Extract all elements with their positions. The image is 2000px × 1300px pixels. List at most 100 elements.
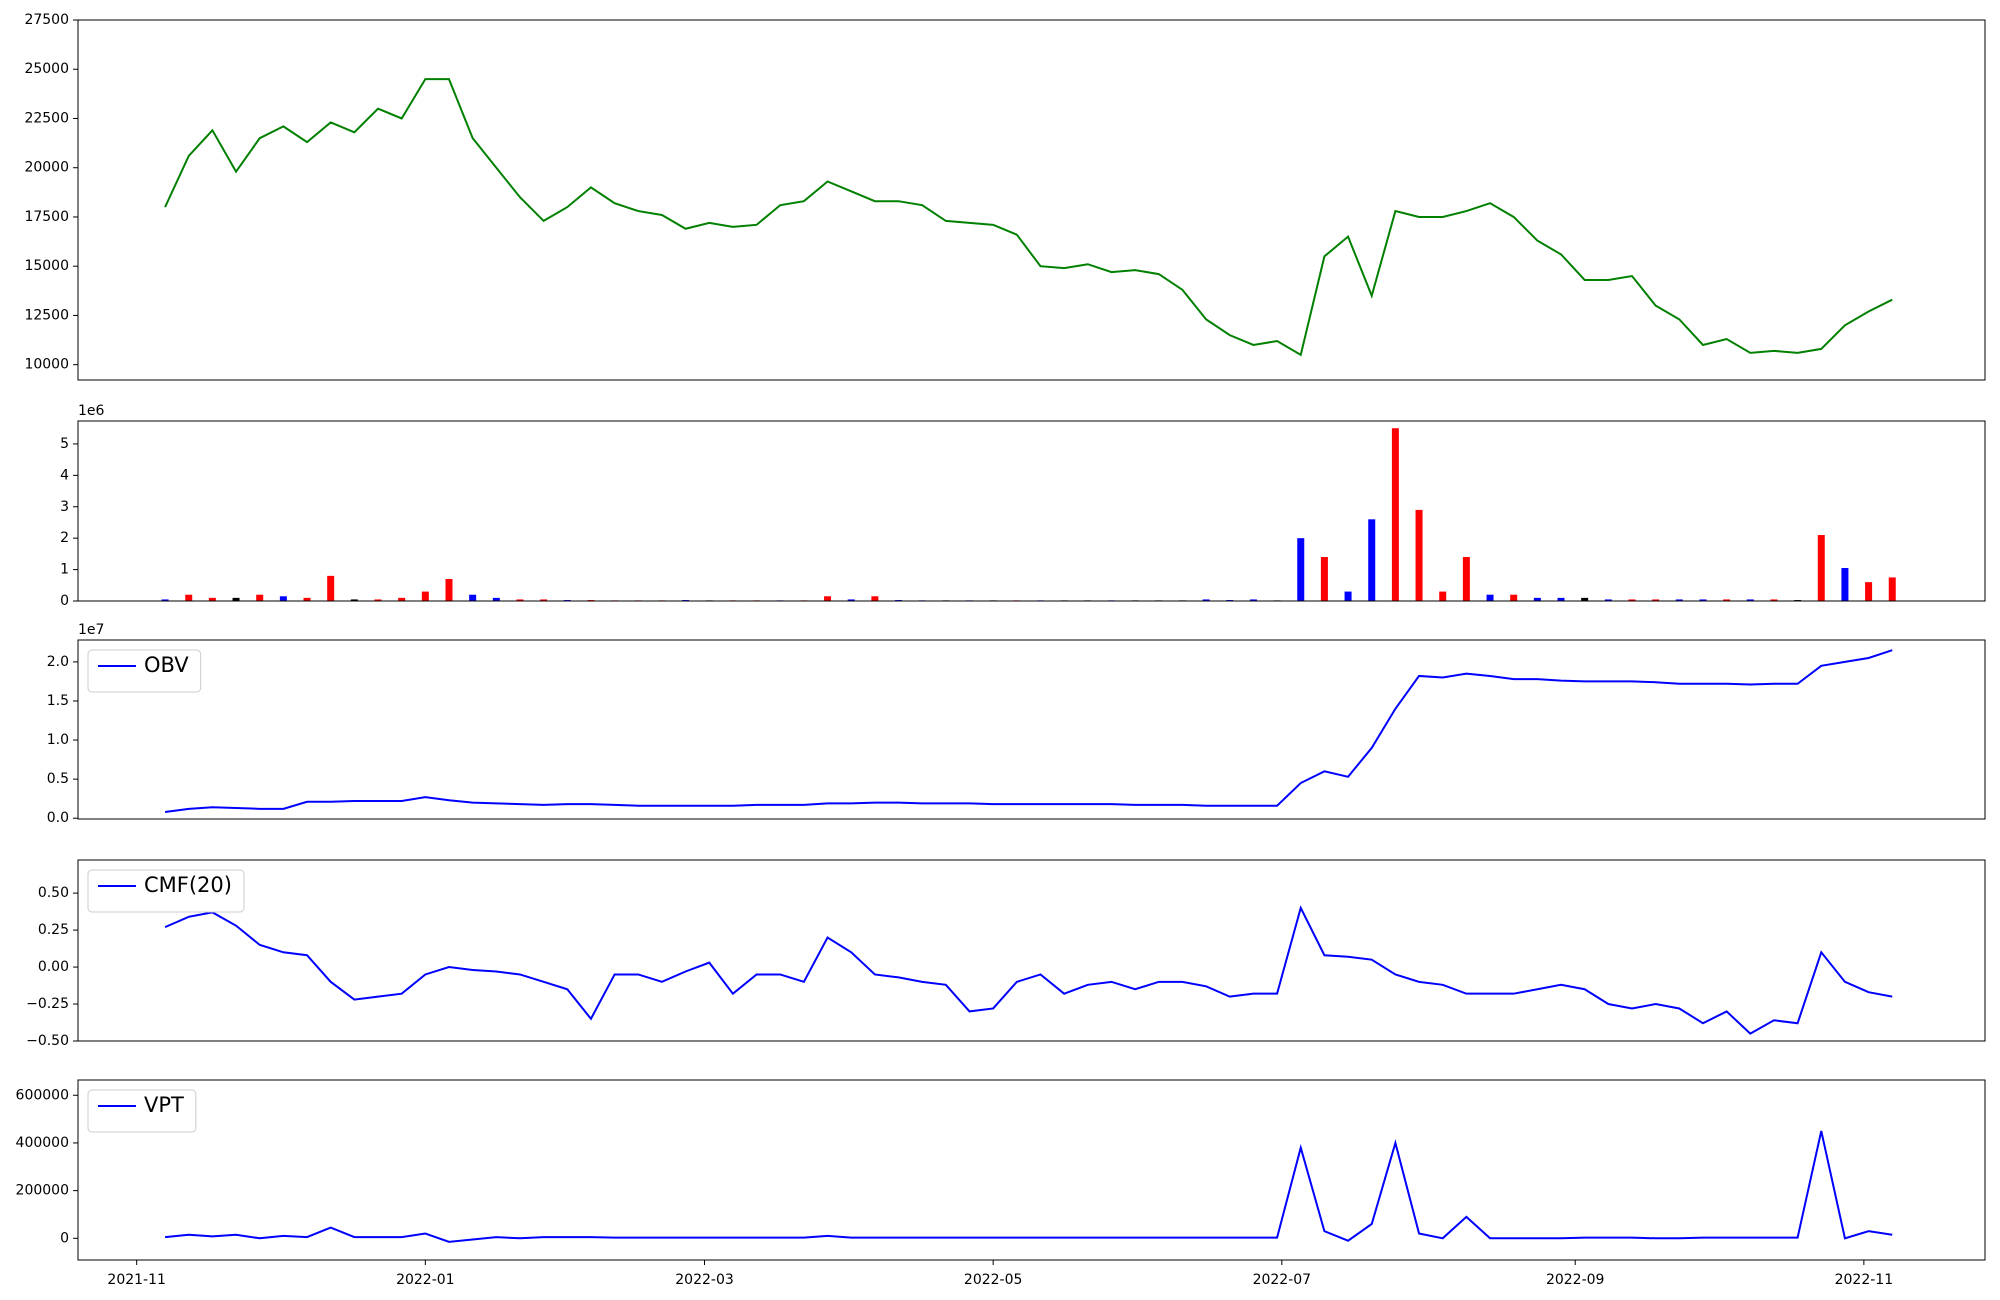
x-tick-label: 2022-07	[1253, 1272, 1312, 1288]
bar	[185, 594, 193, 601]
plot-area	[78, 421, 1985, 601]
bar	[1486, 594, 1494, 601]
x-tick-label: 2022-05	[964, 1272, 1023, 1288]
bar	[279, 596, 287, 601]
y-tick-label: 25000	[24, 61, 69, 77]
bar	[492, 597, 500, 601]
line-series	[164, 905, 1893, 1035]
y-tick-label: −0.50	[26, 1033, 69, 1049]
x-tick-label: 2021-11	[107, 1272, 166, 1288]
bar	[208, 597, 216, 601]
plot-area	[78, 20, 1985, 380]
y-tick-label: 0.5	[47, 771, 69, 787]
bar	[232, 597, 240, 601]
bar	[350, 599, 358, 601]
y-tick-label: 5	[60, 436, 69, 452]
legend-label: VPT	[144, 1093, 184, 1117]
bar	[1391, 428, 1399, 601]
y-tick-label: 1.0	[47, 732, 69, 748]
y-tick-label: 1.5	[47, 693, 69, 709]
y-tick-label: 0.00	[38, 959, 69, 975]
plot-frame	[77, 1079, 1986, 1261]
bar	[1462, 557, 1470, 601]
plot-frame	[77, 420, 1986, 602]
y-tick-label: 2.0	[47, 654, 69, 670]
bar	[1770, 599, 1778, 601]
y-tick-label: −0.25	[26, 996, 69, 1012]
y-tick-label: 20000	[24, 160, 69, 176]
bar	[1439, 591, 1447, 601]
y-tick-label: 27500	[24, 12, 69, 28]
plot-area	[78, 640, 1985, 819]
bar	[398, 597, 406, 601]
line-series	[164, 78, 1893, 357]
bar	[1865, 582, 1873, 601]
plot-frame	[77, 19, 1986, 381]
y-tick-label: 17500	[24, 209, 69, 225]
plot-frame	[77, 639, 1986, 820]
legend-box	[87, 649, 202, 693]
y-tick-label: 600000	[16, 1087, 69, 1103]
axis-offset-label: 1e6	[78, 403, 105, 419]
plot-area	[78, 860, 1985, 1041]
bar	[1628, 599, 1636, 601]
bar	[1557, 597, 1565, 601]
bar	[256, 594, 264, 601]
bar	[1415, 509, 1423, 601]
x-tick-label: 2022-03	[675, 1272, 734, 1288]
y-tick-label: 4	[60, 467, 69, 483]
line-series	[164, 1130, 1893, 1243]
bar	[445, 579, 453, 601]
legend-label: CMF(20)	[144, 873, 232, 897]
bar	[1723, 599, 1731, 601]
y-tick-label: 0	[60, 593, 69, 609]
bar	[1202, 599, 1210, 601]
y-tick-label: 3	[60, 499, 69, 515]
bar	[516, 599, 524, 601]
y-tick-label: 0.25	[38, 922, 69, 938]
bar	[469, 594, 477, 601]
bar	[1249, 599, 1257, 601]
x-tick-label: 2022-11	[1835, 1272, 1894, 1288]
bar	[1368, 519, 1376, 601]
bar	[1746, 599, 1754, 601]
x-tick-label: 2022-09	[1546, 1272, 1605, 1288]
plot-frame	[77, 859, 1986, 1042]
plot-area	[78, 1080, 1985, 1260]
legend-box	[87, 1089, 197, 1133]
bar	[1297, 538, 1305, 601]
axis-offset-label: 1e7	[78, 622, 104, 638]
bar	[1652, 599, 1660, 601]
y-tick-label: 400000	[16, 1135, 69, 1151]
bar	[871, 596, 879, 601]
bar	[824, 596, 832, 601]
bar	[847, 599, 855, 601]
bar	[1841, 568, 1849, 601]
bar	[1817, 535, 1825, 601]
bar	[1699, 599, 1707, 601]
line-series	[164, 649, 1893, 813]
y-tick-label: 1	[60, 562, 69, 578]
y-tick-label: 22500	[24, 110, 69, 126]
bar	[303, 597, 311, 601]
y-tick-label: 0.0	[47, 810, 69, 826]
y-tick-label: 2	[60, 530, 69, 546]
y-tick-label: 200000	[16, 1183, 69, 1199]
bar	[327, 575, 335, 601]
bar	[1675, 599, 1683, 601]
bar	[421, 591, 429, 601]
legend-label: OBV	[144, 653, 189, 677]
x-tick-label: 2022-01	[396, 1272, 455, 1288]
y-tick-label: 12500	[24, 307, 69, 323]
bar	[1604, 599, 1612, 601]
y-tick-label: 15000	[24, 258, 69, 274]
y-tick-label: 0	[60, 1230, 69, 1246]
bar	[1581, 597, 1589, 601]
bar	[1533, 597, 1541, 601]
legend-box	[87, 869, 245, 913]
bar	[1344, 591, 1352, 601]
bar	[374, 599, 382, 601]
bar	[1888, 577, 1896, 601]
